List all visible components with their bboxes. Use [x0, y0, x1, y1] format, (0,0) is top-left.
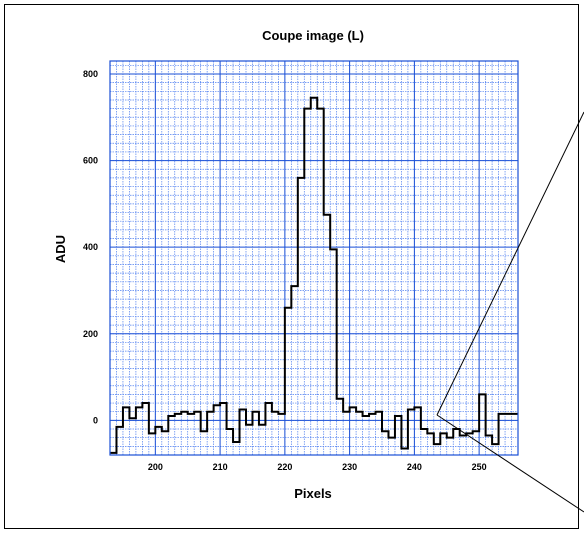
chart-title: Coupe image (L) [262, 28, 364, 43]
x-tick-label: 210 [213, 462, 228, 472]
callout-line-upper [436, 111, 584, 416]
series-line [110, 96, 518, 454]
y-axis-label: ADU [53, 235, 68, 263]
y-tick-label: 600 [83, 156, 98, 166]
grid-major [110, 61, 518, 455]
x-axis-label: Pixels [294, 486, 332, 501]
y-tick-label: 800 [83, 69, 98, 79]
x-tick-label: 240 [407, 462, 422, 472]
y-tick-labels: 0 200 400 600 800 [83, 69, 98, 425]
y-tick-label: 0 [93, 415, 98, 425]
x-tick-label: 220 [277, 462, 292, 472]
plot-background [110, 61, 518, 455]
plot-border [109, 60, 519, 456]
callout-line-lower [436, 414, 584, 513]
y-tick-label: 400 [83, 242, 98, 252]
data-layer [110, 96, 518, 454]
x-tick-label: 230 [342, 462, 357, 472]
x-tick-label: 200 [148, 462, 163, 472]
x-tick-labels: 200 210 220 230 240 250 [148, 462, 487, 472]
y-tick-label: 200 [83, 329, 98, 339]
x-tick-label: 250 [472, 462, 487, 472]
